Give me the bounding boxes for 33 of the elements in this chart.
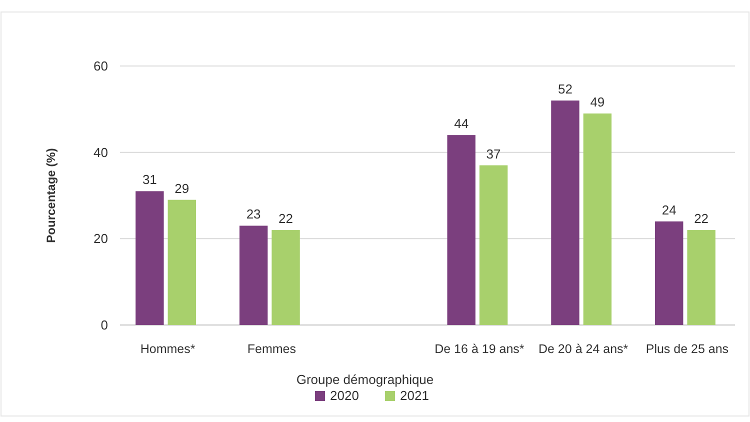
data-label: 44 <box>454 116 469 132</box>
legend-label: 2020 <box>330 388 359 403</box>
x-axis-title: Groupe démographique <box>296 372 434 387</box>
bar <box>479 165 508 325</box>
data-label: 49 <box>590 94 605 110</box>
data-label: 22 <box>278 211 294 226</box>
x-tick-label: Femmes <box>247 342 296 356</box>
data-label: 23 <box>246 206 261 222</box>
legend-label: 2021 <box>400 388 429 403</box>
bar <box>551 100 580 325</box>
data-label: 37 <box>486 146 501 162</box>
bar <box>583 113 612 325</box>
bar <box>136 191 164 325</box>
x-tick-label: De 16 à 19 ans* <box>434 342 524 356</box>
data-label: 52 <box>558 82 572 97</box>
x-tick-label: De 20 à 24 ans* <box>538 342 628 356</box>
data-label: 29 <box>174 180 190 196</box>
bar <box>655 221 684 325</box>
data-label: 24 <box>662 202 676 218</box>
y-tick-label: 40 <box>94 144 108 160</box>
bar <box>239 226 268 325</box>
bar <box>272 230 300 325</box>
y-tick-label: 20 <box>94 231 108 246</box>
bar <box>447 135 476 325</box>
y-axis-title: Pourcentage (%) <box>44 148 58 243</box>
data-label: 22 <box>694 211 709 226</box>
x-tick-label: Plus de 25 ans <box>646 342 729 356</box>
bar <box>687 230 716 325</box>
y-tick-label: 60 <box>94 58 108 74</box>
y-tick-label: 0 <box>100 318 108 333</box>
bar <box>168 200 196 325</box>
x-tick-label: Hommes* <box>140 342 196 356</box>
data-label: 31 <box>142 172 157 188</box>
